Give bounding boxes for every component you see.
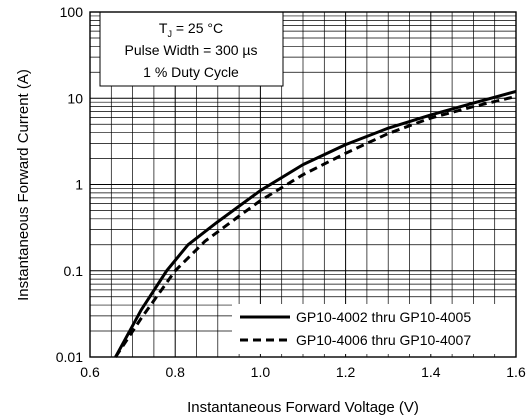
legend-label-series-2: GP10-4006 thru GP10-4007	[296, 332, 471, 348]
x-tick-label: 1.4	[421, 364, 441, 380]
x-tick-label: 1.6	[506, 364, 526, 380]
x-tick-label: 0.6	[80, 364, 100, 380]
y-tick-label: 0.01	[56, 349, 83, 365]
y-tick-label: 10	[67, 90, 83, 106]
junction-temperature-text: TJ = 25 °C	[159, 20, 223, 39]
x-tick-label: 1.2	[336, 364, 356, 380]
x-axis-title: Instantaneous Forward Voltage (V)	[187, 399, 419, 416]
series-layer	[114, 89, 517, 358]
y-axis-title: Instantaneous Forward Current (A)	[15, 69, 32, 301]
x-tick-label: 1.0	[251, 364, 271, 380]
y-tick-label: 1	[75, 177, 83, 193]
conditions-annotation: TJ = 25 °C Pulse Width = 300 µs 1 % Duty…	[99, 11, 284, 87]
plot-frame	[89, 11, 517, 358]
tick-labels: 0.6 0.8 1.0 1.2 1.4 1.6 0.01 0.1 1 10 100	[56, 4, 526, 380]
x-tick-label: 0.8	[165, 364, 185, 380]
legend-box	[232, 304, 517, 354]
y-tick-label: 0.1	[64, 263, 84, 279]
series-line-2	[114, 94, 517, 358]
conditions-annotation-box	[99, 11, 284, 87]
y-tick-label: 100	[60, 4, 84, 20]
pulse-width-text: Pulse Width = 300 µs	[125, 42, 258, 58]
legend-label-series-1: GP10-4002 thru GP10-4005	[296, 309, 471, 325]
legend: GP10-4002 thru GP10-4005 GP10-4006 thru …	[232, 304, 517, 354]
duty-cycle-text: 1 % Duty Cycle	[143, 64, 239, 80]
series-line-1	[114, 89, 517, 358]
